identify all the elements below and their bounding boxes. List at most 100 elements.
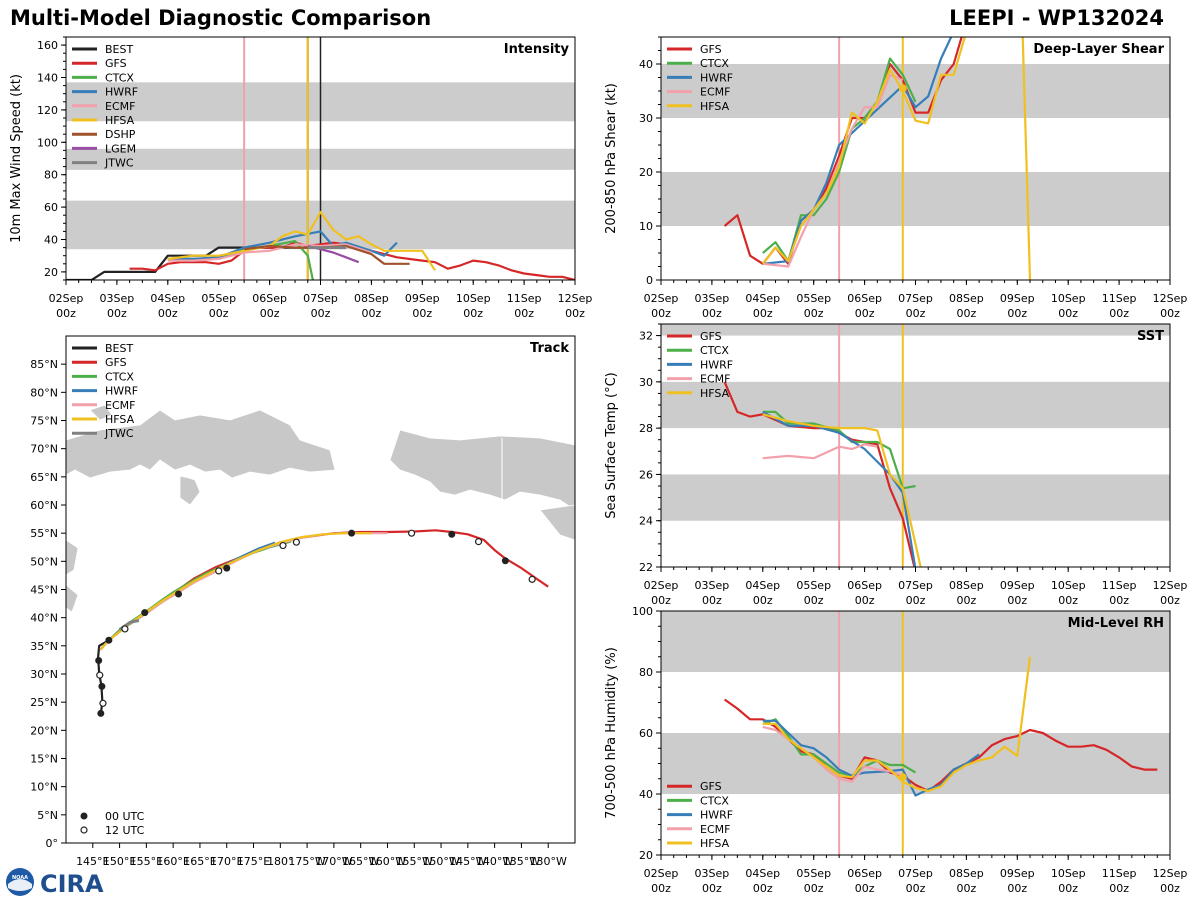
sst-ytick-label: 32 [639, 330, 653, 343]
track-legend-label: HWRF [105, 385, 138, 398]
sst-legend-label: GFS [700, 330, 722, 343]
intensity-ytick-label: 120 [37, 104, 58, 117]
sst-band-0 [661, 474, 1170, 521]
shear-band-0 [661, 172, 1170, 226]
sst-xtick-label: 00z [906, 594, 926, 607]
intensity-xtick-label: 00z [158, 307, 178, 320]
rh-xtick-label: 00z [1160, 882, 1180, 895]
track-legend-label: HFSA [105, 413, 135, 426]
track-chart: 0° 5°N 10°N 15°N 20°N 25°N 30°N 35°N 40°N 45°N 50°… [30, 335, 576, 868]
track-ytick-label: 45°N [30, 584, 58, 597]
track-dot-00utc [223, 564, 231, 572]
intensity-xtick-label: 00z [514, 307, 534, 320]
track-dot-12utc [121, 625, 129, 633]
shear-xtick-label: 08Sep [949, 292, 984, 305]
land-mass-0 [66, 409, 336, 479]
shear-xtick-label: 00z [1160, 307, 1180, 320]
rh-series-ctcx [762, 718, 917, 777]
sst-series-hwrf [762, 410, 917, 567]
intensity-ytick-label: 40 [44, 234, 58, 247]
sst-xtick-label: 07Sep [898, 579, 933, 592]
track-ytick-label: 65°N [30, 471, 58, 484]
track-plot-area [66, 404, 575, 717]
sst-ytick-label: 26 [639, 468, 653, 481]
shear-legend-label: ECMF [700, 86, 730, 99]
track-ytick-label: 30°N [30, 668, 58, 681]
track-frame [65, 335, 576, 844]
track-dot-12utc [292, 538, 300, 546]
rh-ytick-label: 60 [639, 727, 653, 740]
rh-legend-label: GFS [700, 780, 722, 793]
track-xtick-label: 175°W [288, 855, 325, 868]
intensity-xtick-label: 06Sep [252, 292, 287, 305]
shear-legend-label: GFS [700, 43, 722, 56]
intensity-series-gfs [129, 241, 575, 280]
sst-series-ecmf [762, 443, 878, 460]
track-dot-12utc [215, 567, 223, 575]
intensity-legend-label: DSHP [105, 128, 136, 141]
intensity-xtick-label: 00z [260, 307, 280, 320]
rh-title: Mid-Level RH [1068, 616, 1164, 631]
shear-ytick-label: 40 [639, 58, 653, 71]
track-ytick-label: 10°N [30, 781, 58, 794]
sst-xtick-label: 00z [804, 594, 824, 607]
rh-xtick-label: 00z [1109, 882, 1129, 895]
intensity-xtick-label: 12Sep [558, 292, 593, 305]
shear-marker-0 [898, 84, 907, 93]
track-xtick-label: 175°E [237, 855, 270, 868]
track-xtick-label: 160°E [156, 855, 189, 868]
track-xtick-label: 145°W [449, 855, 486, 868]
rh-ytick-label: 20 [639, 849, 653, 862]
intensity-legend-label: BEST [105, 43, 133, 56]
shear-band-1 [661, 64, 1170, 118]
rh-xtick-label: 02Sep [644, 867, 679, 880]
track-dot-00utc [105, 636, 113, 644]
rh-plot-area [661, 611, 1170, 855]
intensity-xtick-label: 00z [209, 307, 229, 320]
sst-xtick-label: 05Sep [796, 579, 831, 592]
rh-xtick-label: 00z [906, 882, 926, 895]
rh-series-hfsa [762, 656, 1032, 793]
storm-id-title: LEEPI - WP132024 [949, 6, 1164, 30]
intensity-chart: 20 40 60 80 100 120 140 160 02Sep 00z 03Sep 00z 04Se… [9, 36, 593, 320]
sst-band-2 [661, 324, 1170, 336]
track-dot-12utc [528, 575, 536, 583]
track-ytick-label: 35°N [30, 640, 58, 653]
rh-ytick-label: 100 [632, 605, 653, 618]
track-dot-00utc [98, 682, 106, 690]
rh-series-hwrf [762, 719, 980, 797]
rh-xtick-label: 11Sep [1102, 867, 1137, 880]
track-title: Track [530, 341, 569, 356]
sst-band-1 [661, 381, 1170, 429]
noaa-wave-icon [8, 879, 32, 891]
intensity-ytick-label: 100 [37, 136, 58, 149]
sst-xtick-label: 00z [702, 594, 722, 607]
rh-xtick-label: 06Sep [847, 867, 882, 880]
track-xtick-label: 135°W [503, 855, 540, 868]
intensity-legend-label: GFS [105, 57, 127, 70]
legend-12utc-label: 12 UTC [105, 824, 145, 837]
intensity-xtick-label: 05Sep [201, 292, 236, 305]
intensity-ytick-label: 60 [44, 201, 58, 214]
sst-xtick-label: 00z [651, 594, 671, 607]
shear-xtick-label: 00z [1109, 307, 1129, 320]
track-ytick-label: 20°N [30, 724, 58, 737]
track-xtick-label: 170°W [315, 855, 352, 868]
intensity-xtick-label: 00z [463, 307, 483, 320]
intensity-xtick-label: 00z [362, 307, 382, 320]
intensity-xtick-label: 00z [56, 307, 76, 320]
track-dot-00utc [141, 609, 149, 617]
sst-ytick-label: 28 [639, 422, 653, 435]
sst-xtick-label: 10Sep [1051, 579, 1086, 592]
track-ytick-label: 25°N [30, 696, 58, 709]
track-ytick-label: 40°N [30, 612, 58, 625]
track-xtick-label: 165°W [342, 855, 379, 868]
track-dot-00utc [501, 557, 509, 565]
sst-title: SST [1137, 329, 1164, 344]
track-ytick-label: 70°N [30, 443, 58, 456]
track-ytick-label: 0° [46, 837, 59, 850]
track-ytick-label: 80°N [30, 386, 58, 399]
sst-ytick-label: 30 [639, 376, 653, 389]
track-ytick-label: 55°N [30, 527, 58, 540]
